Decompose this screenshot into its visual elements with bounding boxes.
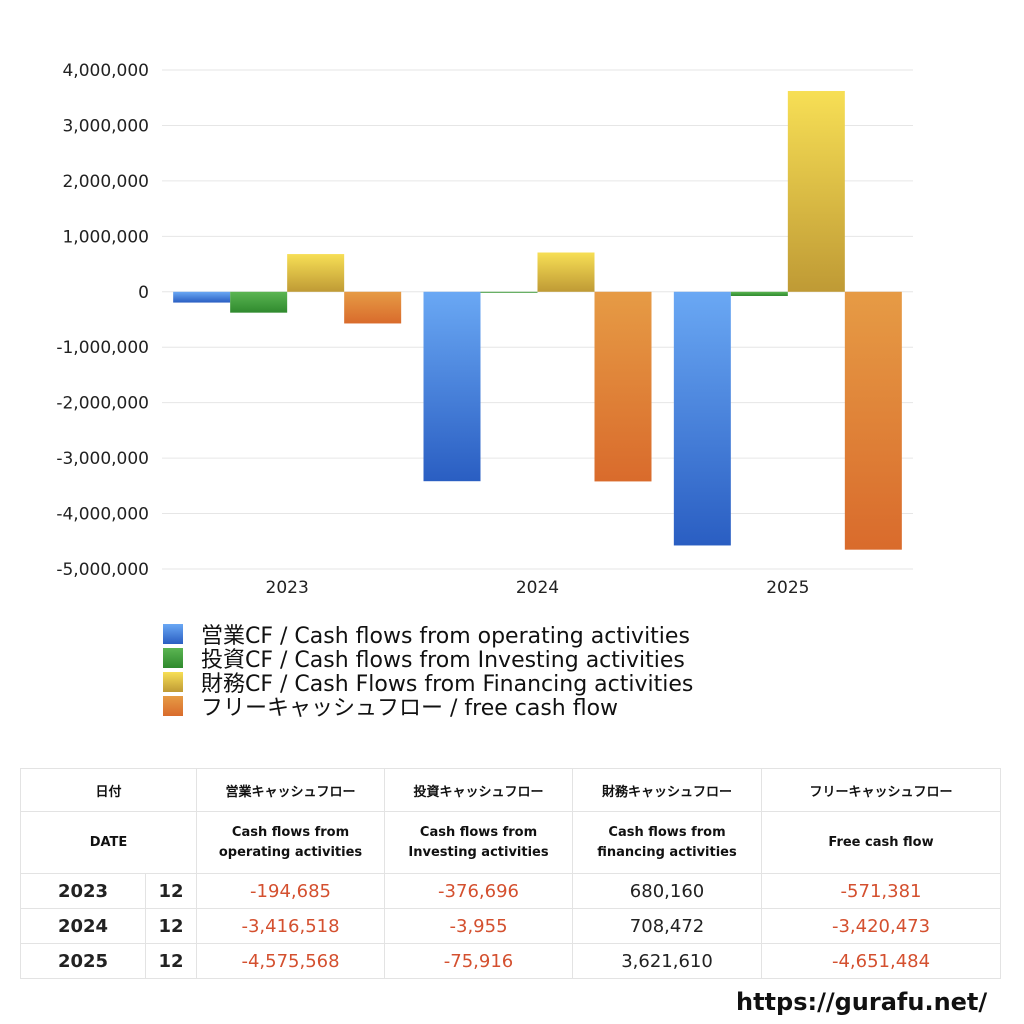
- header-investing-jp: 投資キャッシュフロー: [384, 768, 574, 812]
- row-investing: -3,955: [384, 908, 574, 944]
- x-tick-label: 2025: [766, 578, 809, 598]
- bar-2023-s1: [230, 291, 288, 313]
- y-tick-label: -1,000,000: [56, 338, 149, 358]
- table-header-en: DATE Cash flows from operating activities…: [19, 811, 1002, 874]
- x-tick-label: 2023: [266, 578, 309, 598]
- row-investing: -376,696: [384, 873, 574, 909]
- row-free: -571,381: [761, 873, 1002, 909]
- row-investing: -75,916: [384, 943, 574, 979]
- row-financing: 680,160: [572, 873, 763, 909]
- y-tick-label: 2,000,000: [62, 172, 149, 192]
- bar-2025-s1: [730, 291, 788, 296]
- legend: 営業CF / Cash flows from operating activit…: [163, 622, 693, 721]
- y-tick-label: 4,000,000: [62, 61, 149, 81]
- header-financing-en-line1: Cash flows from: [608, 824, 726, 840]
- cash-flow-table: 日付 営業キャッシュフロー 投資キャッシュフロー 財務キャッシュフロー フリーキ…: [19, 768, 1002, 979]
- legend-label-financing: 財務CF / Cash Flows from Financing activit…: [201, 672, 694, 697]
- row-operating: -3,416,518: [196, 908, 386, 944]
- legend-item-investing: 投資CF / Cash flows from Investing activit…: [163, 646, 693, 673]
- cash-flow-bar-chart: 4,000,000 3,000,000 2,000,000 1,000,000 0 -1,…: [56, 61, 913, 598]
- header-free-jp: フリーキャッシュフロー: [761, 768, 1002, 812]
- header-operating-en-line2: operating activities: [218, 844, 363, 860]
- legend-swatch-investing: [163, 648, 183, 668]
- header-investing-en: Cash flows from Investing activities: [384, 811, 574, 874]
- legend-swatch-free-cash-flow: [163, 696, 183, 716]
- bar-2025-s0: [673, 291, 731, 546]
- legend-item-financing: 財務CF / Cash Flows from Financing activit…: [163, 670, 693, 697]
- row-month: 12: [144, 873, 198, 909]
- header-operating-jp: 営業キャッシュフロー: [196, 768, 386, 812]
- bar-2024-s2: [537, 252, 595, 292]
- row-free: -4,651,484: [761, 943, 1002, 979]
- row-month: 12: [144, 943, 198, 979]
- header-date-en: DATE: [19, 811, 198, 874]
- table-row: 2024 12 -3,416,518 -3,955 708,472 -3,420…: [20, 908, 1002, 944]
- bar-2025-s3: [844, 291, 902, 550]
- bar-2024-s0: [423, 291, 481, 482]
- bar-2024-s3: [594, 291, 652, 482]
- table-header-jp: 日付 営業キャッシュフロー 投資キャッシュフロー 財務キャッシュフロー フリーキ…: [19, 768, 1002, 812]
- bar-2023-s2: [287, 254, 345, 292]
- row-year: 2025: [20, 943, 146, 979]
- bar-2024-s1: [480, 291, 538, 293]
- x-tick-label: 2024: [516, 578, 559, 598]
- header-financing-en: Cash flows from financing activities: [572, 811, 763, 874]
- y-tick-label: -2,000,000: [56, 394, 149, 414]
- header-free-en: Free cash flow: [761, 811, 1002, 874]
- legend-label-investing: 投資CF / Cash flows from Investing activit…: [201, 648, 685, 673]
- header-investing-en-line2: Investing activities: [408, 844, 549, 860]
- row-operating: -194,685: [196, 873, 386, 909]
- row-year: 2024: [20, 908, 146, 944]
- row-operating: -4,575,568: [196, 943, 386, 979]
- y-tick-label: 0: [138, 283, 149, 303]
- row-month: 12: [144, 908, 198, 944]
- bar-2023-s3: [344, 291, 402, 324]
- legend-swatch-operating: [163, 624, 183, 644]
- y-tick-label: -3,000,000: [56, 449, 149, 469]
- legend-item-operating: 営業CF / Cash flows from operating activit…: [163, 622, 693, 649]
- legend-item-free-cash-flow: フリーキャッシュフロー / free cash flow: [163, 694, 693, 721]
- y-tick-label: -4,000,000: [56, 505, 149, 525]
- y-tick-label: 3,000,000: [62, 116, 149, 136]
- header-operating-en-line1: Cash flows from: [231, 824, 350, 840]
- legend-label-free-cash-flow: フリーキャッシュフロー / free cash flow: [201, 696, 619, 721]
- header-operating-en: Cash flows from operating activities: [196, 811, 386, 874]
- header-financing-jp: 財務キャッシュフロー: [572, 768, 763, 812]
- row-financing: 3,621,610: [572, 943, 763, 979]
- site-url[interactable]: https://gurafu.net/: [736, 988, 988, 1016]
- row-financing: 708,472: [572, 908, 763, 944]
- row-year: 2023: [20, 873, 146, 909]
- header-financing-en-line2: financing activities: [597, 844, 737, 860]
- legend-swatch-financing: [163, 672, 183, 692]
- table-row: 2025 12 -4,575,568 -75,916 3,621,610 -4,…: [20, 943, 1002, 979]
- header-investing-en-line1: Cash flows from: [419, 824, 538, 840]
- y-tick-label: 1,000,000: [62, 227, 149, 247]
- header-date-jp: 日付: [19, 768, 198, 812]
- bar-2025-s2: [787, 90, 845, 292]
- table-row: 2023 12 -194,685 -376,696 680,160 -571,3…: [20, 873, 1002, 909]
- bar-2023-s0: [173, 291, 231, 303]
- row-free: -3,420,473: [761, 908, 1002, 944]
- y-tick-label: -5,000,000: [56, 560, 149, 580]
- legend-label-operating: 営業CF / Cash flows from operating activit…: [201, 624, 690, 649]
